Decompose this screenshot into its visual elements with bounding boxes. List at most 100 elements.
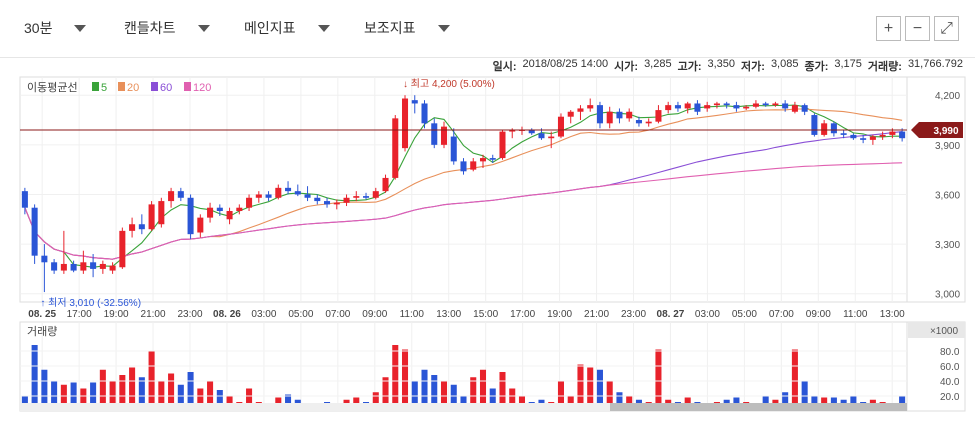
candle-body [762, 103, 769, 106]
candle-body [99, 263, 106, 269]
volume-bar [99, 369, 106, 411]
volume-bar [285, 394, 292, 411]
volume-bar [401, 349, 409, 411]
y-tick-label: 3,600 [935, 190, 960, 201]
volume-bar [138, 377, 145, 411]
x-tick-label: 09:00 [806, 309, 831, 320]
x-tick-label: 23:00 [621, 309, 646, 320]
sub-indicator-label: 보조지표 [364, 20, 416, 36]
volume-bar [168, 373, 175, 411]
volume-bar [177, 384, 184, 411]
x-tick-label: 19:00 [547, 309, 572, 320]
current-price-label: 3,990 [933, 126, 958, 137]
candle-body [41, 255, 48, 263]
candle-body [479, 158, 487, 162]
chart-type-selector[interactable]: 캔들차트 [124, 18, 210, 38]
candle-body [177, 191, 184, 198]
expand-button[interactable]: ⤢ [934, 16, 959, 41]
y-tick-label: 3,000 [935, 290, 960, 301]
close-value: 3,175 [834, 58, 862, 70]
candle-body [431, 123, 438, 145]
volume-bar [616, 392, 623, 411]
x-tick-label: 11:00 [843, 309, 868, 320]
candle-body [528, 129, 535, 134]
candle-body [665, 105, 672, 111]
current-price-tag [911, 121, 963, 138]
candle-body [60, 263, 67, 271]
candle-body [314, 197, 321, 202]
chart-toolbar: 30분 캔들차트 메인지표 보조지표 + − ⤢ [0, 0, 975, 58]
volume-unit-box [908, 322, 965, 338]
candle-body [509, 129, 516, 132]
zoom-out-button[interactable]: − [905, 16, 930, 41]
open-value: 3,285 [644, 58, 672, 70]
candle-body [382, 177, 389, 192]
chart-type-label: 캔들차트 [124, 20, 176, 36]
volume-bar [119, 375, 126, 411]
ohlc-info-bar: 일시: 2018/08/25 14:00 시가: 3,285 고가: 3,350 저가… [493, 58, 963, 74]
volume-tick-label: 80.0 [940, 347, 960, 358]
main-indicator-selector[interactable]: 메인지표 [244, 18, 330, 38]
candle-body [743, 106, 750, 109]
chevron-down-icon [437, 24, 450, 32]
zoom-in-button[interactable]: + [876, 16, 901, 41]
ma-legend-swatch [151, 82, 158, 91]
ma-legend-title: 이동평균선 [27, 81, 78, 94]
volume-bar [421, 369, 428, 411]
low-value: 3,085 [770, 58, 799, 70]
candle-body [616, 111, 623, 119]
candle-body [587, 105, 594, 109]
ma-legend-label: 120 [193, 82, 211, 94]
volume-bar [392, 345, 399, 411]
scrollbar-thumb[interactable] [610, 403, 907, 411]
date-value: 2018/08/25 14:00 [522, 58, 609, 70]
high-value: 3,350 [707, 58, 736, 70]
min-price-annotation: ↑ 최저 3,010 (-32.56%) [40, 297, 141, 309]
candle-body [363, 196, 370, 198]
candle-body [772, 103, 779, 106]
candle-body [548, 136, 555, 139]
x-tick-label: 08. 27 [657, 309, 685, 320]
candle-body [294, 191, 301, 195]
candle-body [333, 202, 340, 205]
candle-body [869, 136, 876, 140]
candle-body [899, 131, 906, 139]
candle-body [392, 118, 399, 178]
candle-body [557, 116, 564, 137]
minus-icon: − [912, 19, 923, 37]
volume-bar [372, 392, 379, 411]
ma-120-line [24, 162, 903, 260]
candle-body [694, 103, 701, 112]
candle-body [830, 123, 837, 134]
candle-body [236, 207, 243, 212]
candle-body [80, 262, 87, 271]
volume-bar [197, 388, 204, 411]
volume-bar [509, 388, 516, 411]
volume-bar [782, 392, 789, 411]
x-tick-label: 17:00 [67, 309, 92, 320]
candle-body [791, 105, 798, 112]
x-tick-label: 05:00 [732, 309, 757, 320]
candle-body [782, 103, 789, 109]
sub-indicator-selector[interactable]: 보조지표 [364, 18, 450, 38]
candle-body [889, 131, 896, 135]
candle-body [840, 133, 847, 135]
x-tick-label: 21:00 [584, 309, 609, 320]
x-tick-label: 21:00 [141, 309, 166, 320]
candle-body [109, 265, 116, 271]
volume-bar [187, 372, 194, 411]
candle-body [158, 201, 165, 225]
candle-body [606, 111, 613, 124]
volume-bar [60, 384, 67, 411]
volume-tick-label: 40.0 [940, 377, 960, 388]
volume-bar [577, 364, 584, 411]
candle-body [470, 161, 477, 170]
interval-selector[interactable]: 30분 [24, 18, 87, 38]
volume-bar [489, 388, 496, 411]
x-tick-label: 11:00 [400, 309, 425, 320]
candle-body [460, 161, 467, 172]
ma-legend-label: 5 [101, 82, 107, 94]
ma-legend-swatch [92, 82, 99, 91]
volume-tick-label: 60.0 [940, 362, 960, 373]
